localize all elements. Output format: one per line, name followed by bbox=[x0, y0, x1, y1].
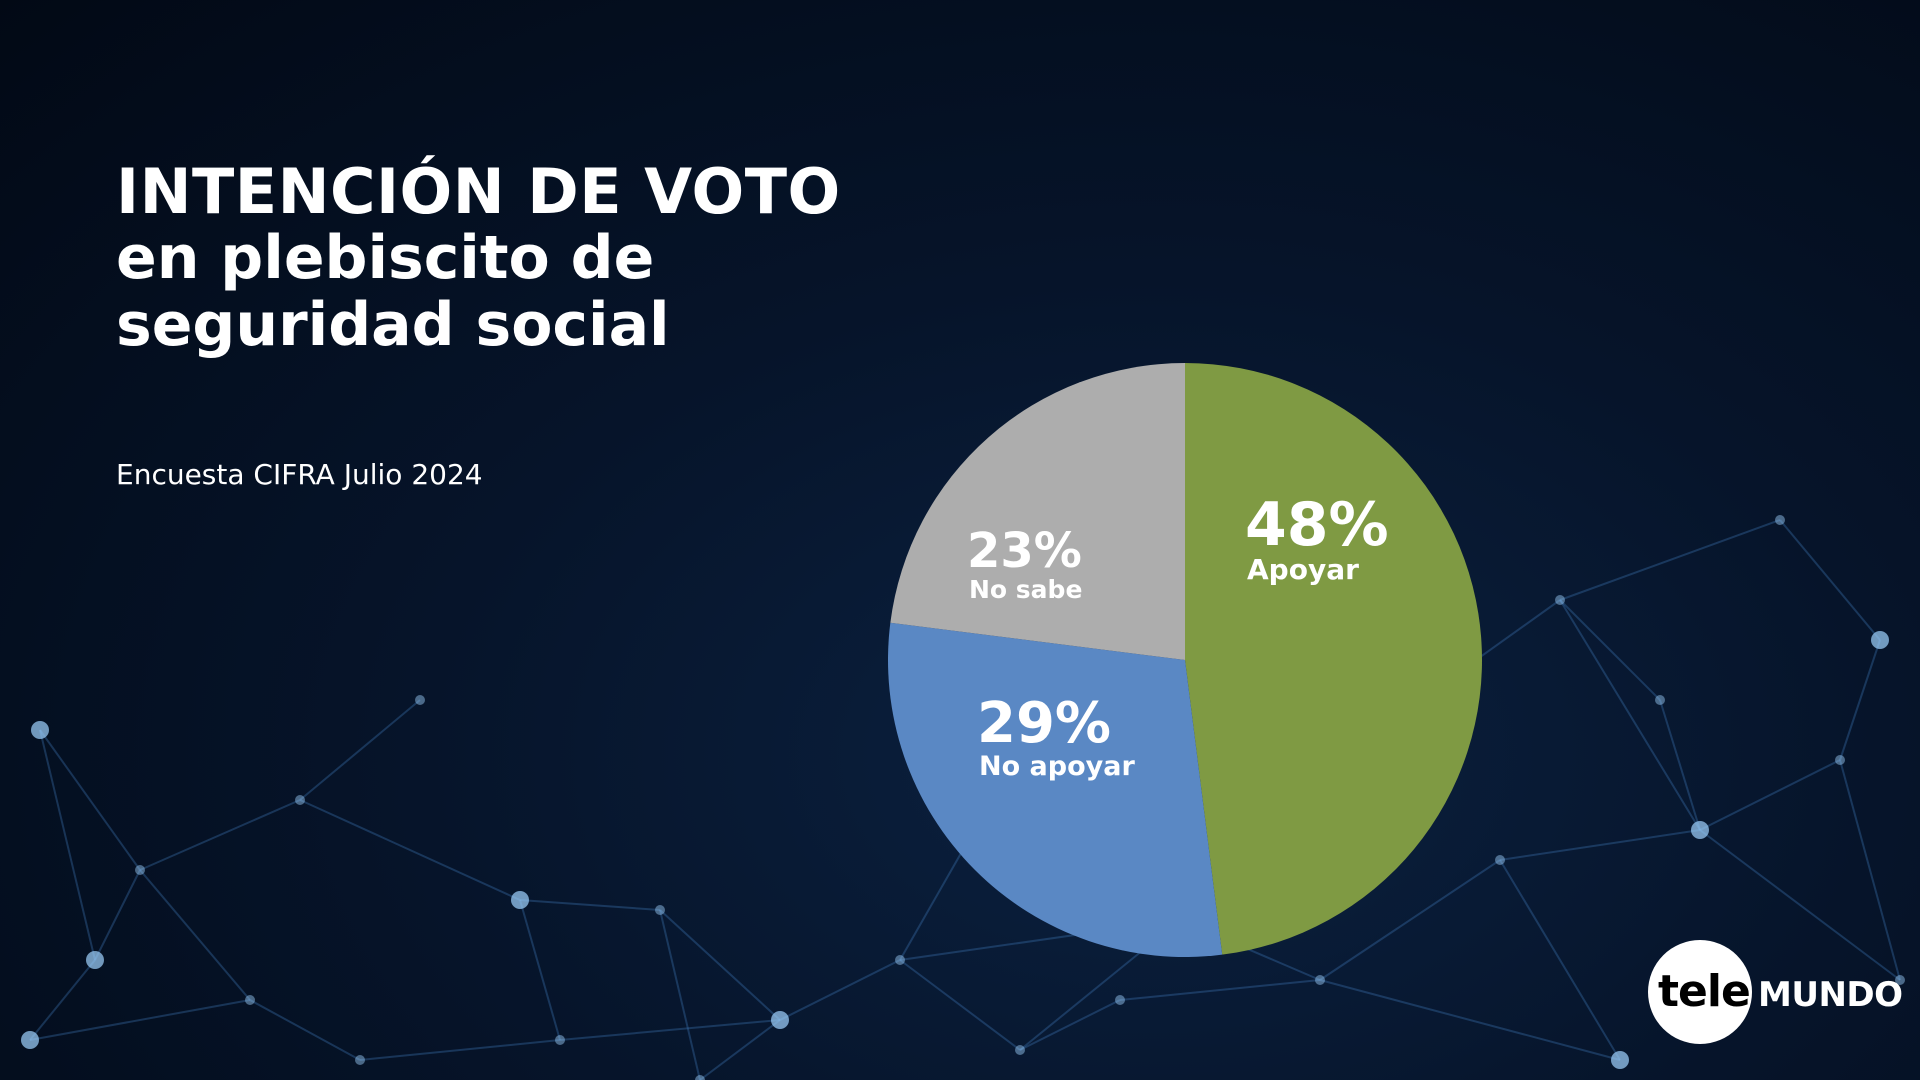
title-line-1: INTENCIÓN DE VOTO bbox=[116, 155, 841, 228]
network-node bbox=[1115, 995, 1125, 1005]
network-node bbox=[86, 951, 104, 969]
network-node bbox=[511, 891, 529, 909]
title-line-3: seguridad social bbox=[116, 290, 670, 360]
network-line bbox=[659, 909, 781, 1021]
slice-value-label: 48% bbox=[1245, 490, 1389, 560]
network-node bbox=[895, 955, 905, 965]
network-node bbox=[1315, 975, 1325, 985]
network-line bbox=[1559, 519, 1781, 601]
network-line bbox=[1499, 829, 1701, 861]
network-line bbox=[519, 899, 661, 911]
logo-tele-text: tele bbox=[1658, 966, 1751, 1017]
network-node bbox=[1555, 595, 1565, 605]
network-node bbox=[1655, 695, 1665, 705]
network-line bbox=[29, 959, 96, 1041]
network-line bbox=[1659, 699, 1701, 831]
network-node bbox=[415, 695, 425, 705]
network-node bbox=[31, 721, 49, 739]
pie-slice-no-sabe bbox=[890, 363, 1185, 660]
network-node bbox=[1895, 975, 1905, 985]
network-line bbox=[1779, 519, 1881, 641]
network-line bbox=[559, 1019, 781, 1041]
network-node bbox=[555, 1035, 565, 1045]
network-line bbox=[29, 999, 251, 1041]
network-line bbox=[1019, 999, 1121, 1051]
network-node bbox=[1015, 1045, 1025, 1055]
network-line bbox=[659, 909, 701, 1080]
network-line bbox=[519, 899, 561, 1041]
slice-value-label: 29% bbox=[977, 691, 1111, 756]
network-line bbox=[779, 959, 901, 1021]
network-line bbox=[359, 1039, 561, 1061]
pie-slice-apoyar bbox=[1185, 363, 1483, 955]
chart-title: INTENCIÓN DE VOTO en plebiscito de segur… bbox=[116, 158, 841, 359]
slice-category-label: No apoyar bbox=[979, 751, 1135, 782]
title-line-2: en plebiscito de bbox=[116, 223, 655, 293]
network-node bbox=[695, 1075, 705, 1080]
network-node bbox=[1871, 631, 1889, 649]
network-node bbox=[355, 1055, 365, 1065]
network-line bbox=[1559, 599, 1661, 701]
network-node bbox=[771, 1011, 789, 1029]
network-line bbox=[139, 799, 301, 871]
network-line bbox=[139, 869, 251, 1001]
network-line bbox=[94, 869, 141, 961]
network-line bbox=[299, 799, 521, 901]
network-line bbox=[39, 729, 96, 961]
slice-category-label: Apoyar bbox=[1247, 553, 1359, 586]
telemundo-logo: tele MUNDO bbox=[1648, 940, 1903, 1044]
network-node bbox=[295, 795, 305, 805]
network-line bbox=[899, 959, 1021, 1051]
network-node bbox=[1835, 755, 1845, 765]
network-node bbox=[1611, 1051, 1629, 1069]
logo-mundo-text: MUNDO bbox=[1758, 975, 1903, 1015]
slice-category-label: No sabe bbox=[969, 575, 1082, 604]
network-node bbox=[1691, 821, 1709, 839]
network-line bbox=[1559, 599, 1701, 831]
logo-circle bbox=[1648, 940, 1752, 1044]
network-line bbox=[699, 1019, 781, 1080]
pie-slice-no-apoyar bbox=[887, 622, 1223, 957]
network-node bbox=[1775, 515, 1785, 525]
network-node bbox=[245, 995, 255, 1005]
network-node bbox=[135, 865, 145, 875]
network-line bbox=[1699, 829, 1901, 981]
network-node bbox=[21, 1031, 39, 1049]
network-line bbox=[249, 999, 361, 1061]
network-line bbox=[1119, 979, 1321, 1001]
network-node bbox=[655, 905, 665, 915]
network-line bbox=[1319, 979, 1621, 1061]
network-node bbox=[1495, 855, 1505, 865]
network-line bbox=[1839, 759, 1901, 981]
network-line bbox=[1319, 859, 1501, 981]
chart-subtitle: Encuesta CIFRA Julio 2024 bbox=[116, 458, 483, 491]
network-line bbox=[39, 729, 141, 871]
network-line bbox=[299, 699, 421, 801]
network-line bbox=[1499, 859, 1621, 1061]
slice-value-label: 23% bbox=[967, 523, 1082, 579]
network-line bbox=[1699, 759, 1841, 831]
network-line bbox=[1839, 639, 1881, 761]
